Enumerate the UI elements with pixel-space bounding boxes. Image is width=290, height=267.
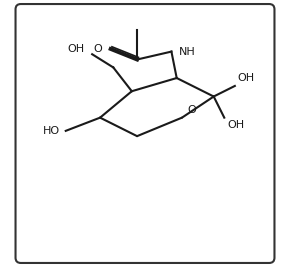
Text: OH: OH — [227, 120, 244, 130]
Text: HO: HO — [43, 126, 60, 136]
Text: OH: OH — [238, 73, 255, 83]
Text: OH: OH — [67, 44, 84, 54]
Text: O: O — [93, 44, 102, 54]
Text: NH: NH — [179, 46, 196, 57]
Text: O: O — [187, 105, 196, 115]
